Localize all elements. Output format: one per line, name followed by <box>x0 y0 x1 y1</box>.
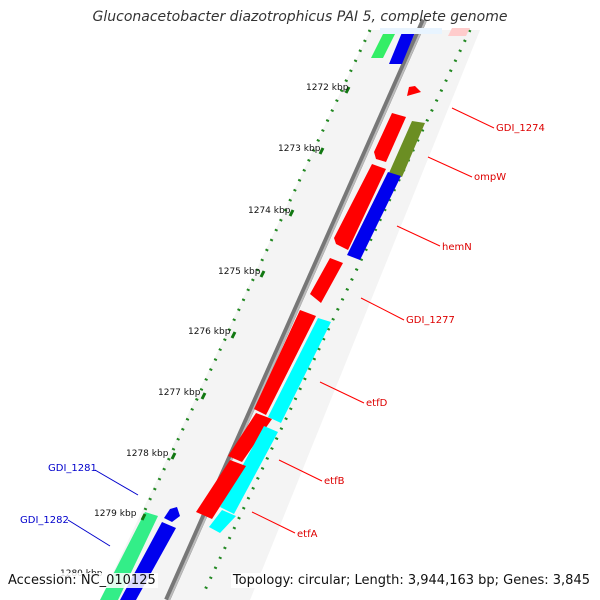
label-connectors <box>251 107 495 534</box>
gene-label-hemn: hemN <box>442 242 472 253</box>
tick-label-1275: 1275 kbp <box>218 267 261 277</box>
gene-top-pale[interactable] <box>380 28 442 34</box>
tick-label-1278: 1278 kbp <box>126 449 169 459</box>
gene-etfa[interactable] <box>209 510 236 533</box>
topology-label: Topology: circular; Length: 3,944,163 bp… <box>230 573 592 588</box>
accession-label: Accession: NC_010125 <box>6 573 158 588</box>
tick-label-1273: 1273 kbp <box>278 144 321 154</box>
gene-etfa-red[interactable] <box>196 460 246 519</box>
tick-label-1277: 1277 kbp <box>158 388 201 398</box>
track-band <box>100 30 480 600</box>
gene-etfb[interactable] <box>220 426 278 514</box>
gene-label-gdi1277: GDI_1277 <box>406 315 455 326</box>
gene-etfd-red[interactable] <box>254 310 316 415</box>
gene-label-gdi1282: GDI_1282 <box>20 515 69 526</box>
tick-label-1274: 1274 kbp <box>248 206 291 216</box>
gene-label-etfa: etfA <box>297 529 318 540</box>
tick-track-outer <box>143 29 372 511</box>
gene-gdi1274[interactable] <box>407 86 421 96</box>
gene-etfd[interactable] <box>268 318 331 423</box>
gene-red-2[interactable] <box>334 164 386 250</box>
tick-label-1276: 1276 kbp <box>188 327 231 337</box>
gene-etfb-red[interactable] <box>228 413 272 462</box>
gene-label-ompw: ompW <box>474 172 506 183</box>
gene-label-gdi1274: GDI_1274 <box>496 123 545 134</box>
gene-top-blue[interactable] <box>389 30 416 64</box>
tick-track-inner <box>203 29 472 591</box>
gene-gdi1277[interactable] <box>310 258 343 303</box>
gene-top-green[interactable] <box>371 30 397 58</box>
gene-red-1[interactable] <box>374 113 406 162</box>
gene-label-etfd: etfD <box>366 398 388 409</box>
gene-label-etfb: etfB <box>324 476 345 487</box>
tick-label-1279: 1279 kbp <box>94 509 137 519</box>
gene-hemn[interactable] <box>347 172 401 260</box>
tick-marks <box>140 86 351 521</box>
tick-label-1272: 1272 kbp <box>306 83 349 93</box>
gene-gdi1281[interactable] <box>164 507 180 522</box>
map-title: Gluconacetobacter diazotrophicus PAI 5, … <box>92 9 508 25</box>
gene-ompw[interactable] <box>389 121 425 177</box>
gene-label-gdi1281: GDI_1281 <box>48 463 97 474</box>
